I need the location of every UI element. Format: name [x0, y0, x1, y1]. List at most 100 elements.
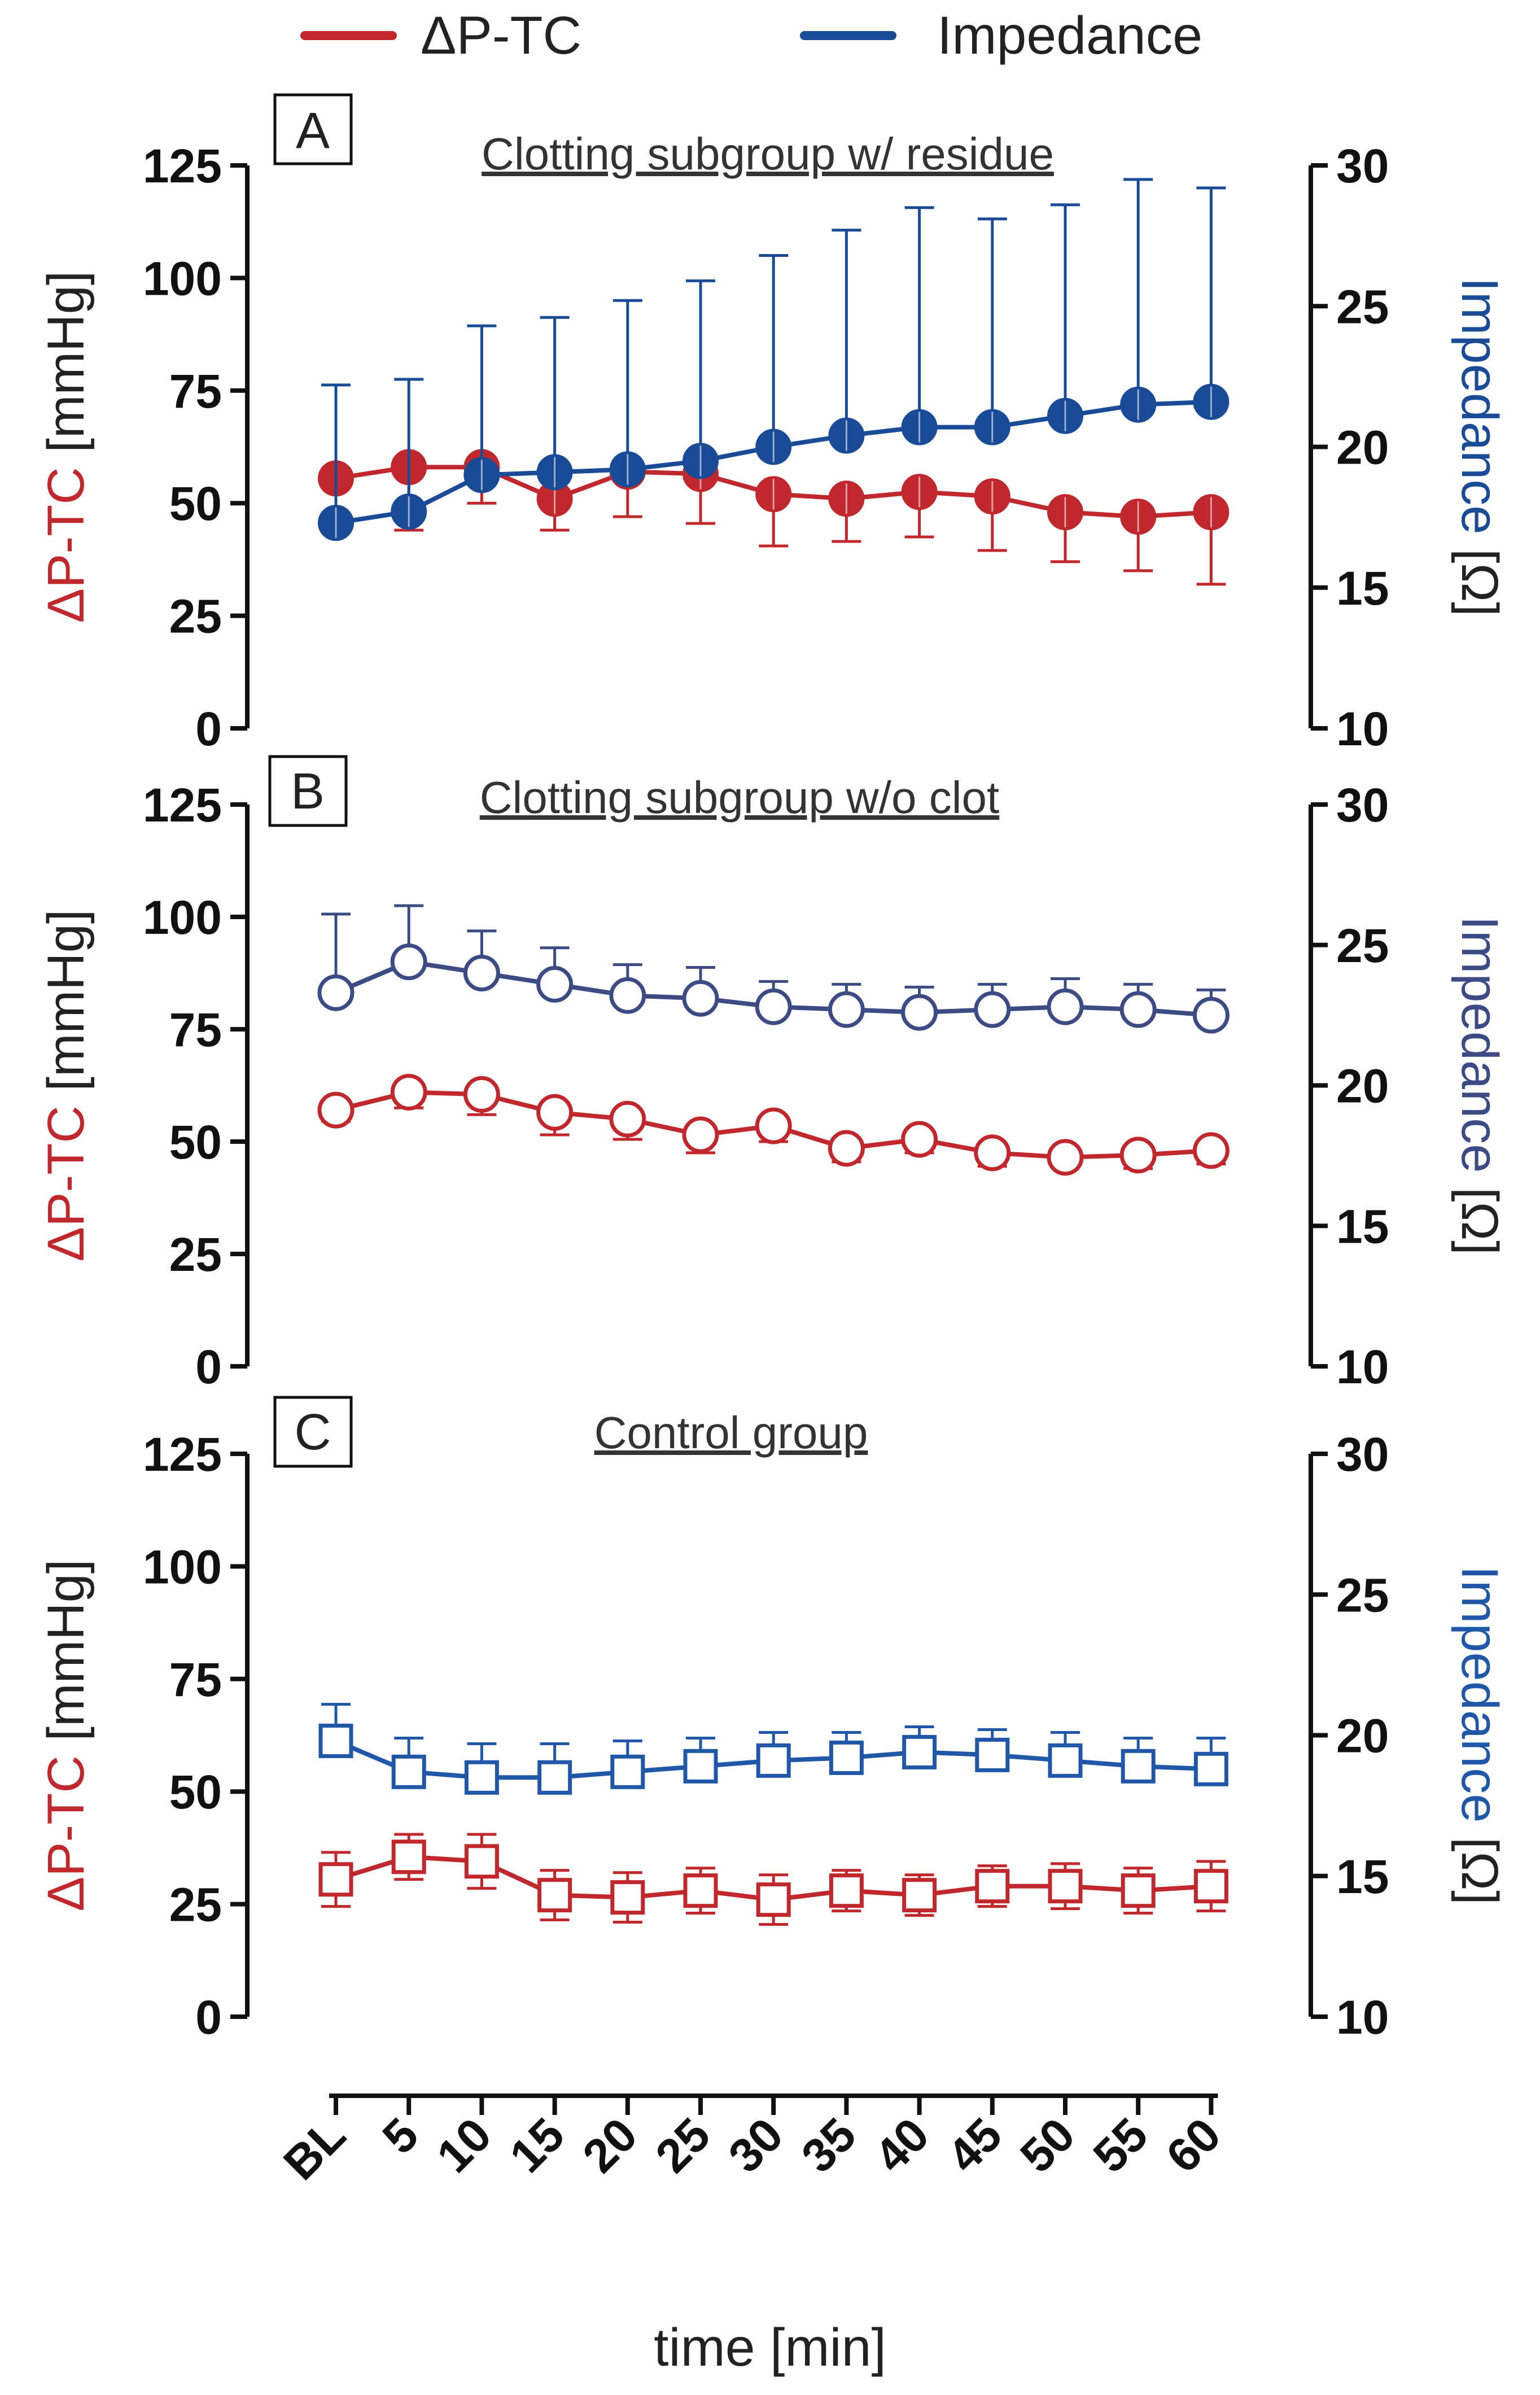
panel-c-right-tick-label: 20 [1336, 1710, 1389, 1763]
panel-b-impedance-point [609, 977, 646, 1014]
panel-b-left-ylabel-name: ΔP-TC [37, 1105, 95, 1261]
panel-b-impedance-point [1192, 997, 1230, 1034]
panel-b-impedance-point [536, 965, 574, 1003]
panel-c-right-ylabel-unit: [Ω] [1451, 1823, 1508, 1904]
legend: ΔP-TC Impedance [300, 6, 1202, 65]
panel-a-left-tick-label: 0 [195, 702, 222, 755]
panel-c-impedance-point [1193, 1751, 1228, 1786]
panel-c-left-tick-label: 75 [169, 1653, 222, 1706]
panel-b-impedance-point [755, 988, 792, 1025]
panel-c-pressure-point [1048, 1869, 1083, 1904]
legend-pressure-label: ΔP-TC [421, 6, 581, 65]
x-axis-title: time [min] [654, 2318, 886, 2377]
panel-b-pressure-point [317, 1091, 355, 1129]
panel-c-left-tick-label: 25 [169, 1878, 222, 1931]
panel-b-left-tick-label: 0 [195, 1340, 222, 1393]
panel-a-left-ylabel-name: ΔP-TC [37, 467, 95, 623]
panel-b-impedance-point [463, 955, 500, 991]
panel-c-left-tick-label: 100 [143, 1540, 222, 1593]
panel-b-right-tick-label: 25 [1336, 919, 1389, 972]
panel-b-left-tick-label: 100 [143, 891, 222, 944]
panel-c-impedance-point [464, 1760, 499, 1795]
panel-c-impedance-point [756, 1743, 791, 1778]
panel-a-right-tick-label: 15 [1336, 562, 1389, 615]
panel-b-left-tick-label: 25 [169, 1228, 222, 1281]
panel-a: A Clotting subgroup w/ residue 0 25 50 75 10… [37, 93, 1508, 755]
panel-a-right-tick-label: 30 [1336, 139, 1389, 193]
panel-c-pressure-point [1121, 1873, 1156, 1908]
panel-a-left-ylabel: ΔP-TC [mmHg] [37, 271, 95, 623]
panel-c-label-box [273, 1396, 353, 1468]
panel-b-pressure-point [755, 1107, 792, 1144]
x-tick-label: 35 [791, 2108, 867, 2183]
panel-a-left-ylabel-unit: [mmHg] [37, 271, 95, 467]
panel-a-label: A [296, 103, 330, 159]
panel-c-pressure-point [756, 1882, 791, 1917]
panel-a-right-tick-label: 20 [1336, 421, 1389, 474]
panel-b-right-tick-label: 10 [1336, 1340, 1389, 1393]
x-tick-label: 60 [1156, 2108, 1231, 2183]
panel-c-right-tick-label: 30 [1336, 1428, 1389, 1481]
panel-c-impedance-point [610, 1754, 645, 1789]
panel-c-left-tick-label: 0 [195, 1991, 222, 2044]
panel-b-right-ylabel-unit: [Ω] [1451, 1173, 1508, 1255]
panel-b-pressure-point [974, 1134, 1011, 1172]
panel-c-title: Control group [594, 1408, 868, 1458]
panel-b-right-tick-label: 30 [1336, 779, 1389, 832]
panel-c-impedance-point [391, 1754, 426, 1789]
panel-c-pressure-point [1193, 1869, 1228, 1904]
panel-c-impedance-point [683, 1749, 718, 1784]
panel-a-left-tick-label: 25 [169, 590, 222, 643]
panel-b-left-tick-label: 50 [169, 1116, 222, 1169]
panel-b-pressure-point [682, 1116, 719, 1153]
panel-c-pressure-point [975, 1869, 1010, 1904]
panel-a-left-tick-label: 75 [169, 365, 222, 418]
panel-b-pressure-point [901, 1121, 938, 1158]
x-tick-label: 10 [427, 2108, 502, 2183]
panel-c-right-tick-label: 10 [1336, 1991, 1389, 2044]
x-tick-label: 40 [864, 2108, 939, 2183]
panel-b-label-box [268, 755, 348, 827]
panel-a-right-ylabel: Impedance [Ω] [1451, 277, 1508, 617]
panel-b-impedance-point [828, 991, 865, 1028]
panel-b-pressure-point [463, 1076, 500, 1113]
panel-b-impedance-point [682, 980, 719, 1017]
panel-c-impedance-point [829, 1740, 864, 1775]
panel-b-impedance-point [317, 974, 355, 1011]
panel-c-pressure-point [610, 1880, 645, 1915]
panel-b-impedance-point [974, 991, 1011, 1028]
panel-b-pressure-point [609, 1100, 646, 1138]
panel-b-title: Clotting subgroup w/o clot [480, 772, 1000, 823]
panel-b-pressure-point [536, 1094, 574, 1131]
panel-c-pressure-point [318, 1862, 353, 1897]
x-tick-label: 50 [1010, 2108, 1085, 2183]
panel-c-impedance-point [318, 1723, 353, 1758]
panel-a-right-ylabel-unit: [Ω] [1451, 534, 1508, 616]
panel-b-right-ylabel: Impedance [Ω] [1451, 916, 1508, 1255]
panel-b-left-tick-label: 125 [143, 779, 222, 832]
panel-c-pressure-point [902, 1878, 937, 1913]
panel-a-left-tick-label: 125 [143, 139, 222, 193]
panel-a-right-tick-label: 25 [1336, 280, 1389, 333]
x-tick-label: 30 [718, 2108, 793, 2183]
panel-c-right-tick-label: 25 [1336, 1568, 1389, 1622]
panel-b-pressure-point [390, 1073, 427, 1111]
panel-c-pressure-point [391, 1839, 426, 1874]
x-tick-label: 15 [500, 2108, 575, 2183]
panel-b: B Clotting subgroup w/o clot 0 25 50 75 100 1… [37, 755, 1508, 1393]
x-tick-label: 20 [572, 2108, 648, 2183]
panel-c-pressure-point [683, 1873, 718, 1908]
panel-c-impedance-point [537, 1760, 572, 1795]
panel-c-impedance-point [975, 1737, 1010, 1772]
panel-c-right-tick-label: 15 [1336, 1850, 1389, 1903]
panel-a-label-box [273, 93, 353, 165]
panel-b-pressure-point [828, 1130, 865, 1167]
x-tick-label: BL [273, 2108, 356, 2190]
panel-a-left-tick-label: 50 [169, 477, 222, 530]
panel-c-left-tick-label: 125 [143, 1428, 222, 1481]
panel-c-label: C [295, 1404, 331, 1461]
panel-c-impedance-point [902, 1734, 937, 1769]
